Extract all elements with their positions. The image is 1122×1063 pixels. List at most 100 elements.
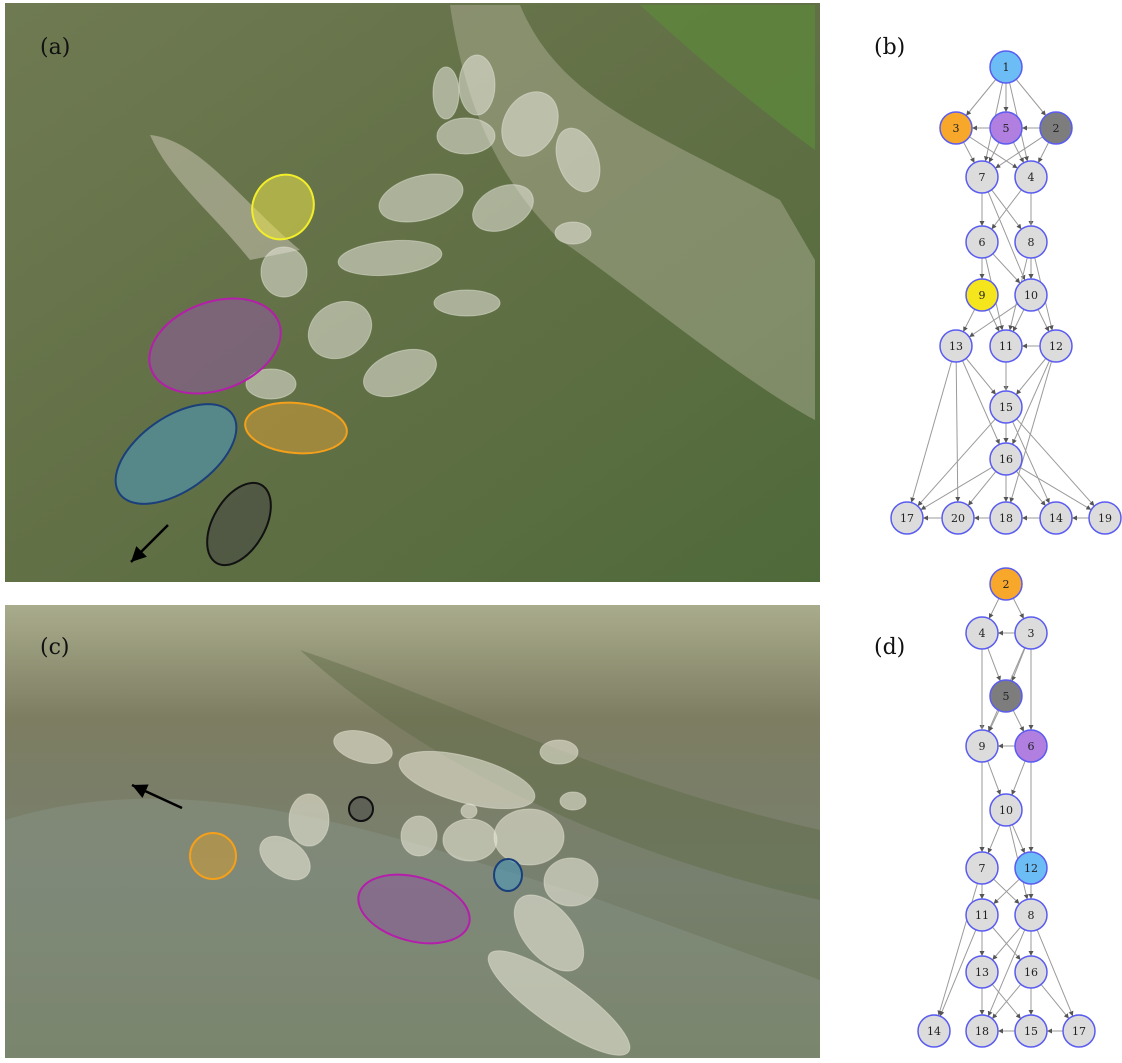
node-label: 14 bbox=[927, 1025, 941, 1038]
node-label: 16 bbox=[1024, 966, 1038, 979]
node bbox=[989, 679, 1023, 713]
node-label: 2 bbox=[1003, 578, 1010, 591]
node-label: 11 bbox=[999, 340, 1013, 353]
node-label: 3 bbox=[1028, 627, 1035, 640]
edge bbox=[995, 136, 1043, 169]
edge bbox=[1011, 760, 1026, 796]
node bbox=[965, 278, 999, 312]
edge bbox=[955, 361, 961, 503]
edge bbox=[968, 303, 1019, 338]
node bbox=[1014, 616, 1048, 650]
edge bbox=[920, 466, 993, 511]
node-label: 2 bbox=[1053, 122, 1060, 135]
node-label: 15 bbox=[1024, 1025, 1038, 1038]
edge bbox=[988, 598, 1000, 619]
node-label: 17 bbox=[1072, 1025, 1086, 1038]
edge bbox=[963, 141, 975, 164]
edge bbox=[1012, 710, 1025, 732]
edge bbox=[1016, 418, 1095, 507]
node bbox=[989, 442, 1023, 476]
node bbox=[965, 160, 999, 194]
node-label: 5 bbox=[1003, 122, 1010, 135]
edge bbox=[987, 824, 1001, 854]
node bbox=[1014, 278, 1048, 312]
edge bbox=[917, 418, 996, 507]
node-label: 5 bbox=[1003, 690, 1010, 703]
node bbox=[965, 729, 999, 763]
node-label: 7 bbox=[979, 862, 986, 875]
node bbox=[989, 50, 1023, 84]
node bbox=[917, 1014, 951, 1048]
node-label: 9 bbox=[979, 289, 986, 302]
edge bbox=[910, 361, 953, 503]
graph-d: 2 4 3 5 9 6 10 7 12 11 8 13 16 14 18 15 17 bbox=[917, 567, 1096, 1048]
edge bbox=[991, 189, 1022, 230]
node bbox=[965, 616, 999, 650]
node bbox=[1014, 729, 1048, 763]
edge bbox=[987, 760, 1001, 796]
edge bbox=[1037, 142, 1050, 163]
node bbox=[1039, 501, 1073, 535]
node-label: 10 bbox=[1024, 289, 1038, 302]
edge bbox=[1019, 466, 1092, 511]
node-label: 13 bbox=[949, 340, 963, 353]
node bbox=[965, 225, 999, 259]
node-label: 14 bbox=[1049, 512, 1063, 525]
edge bbox=[1012, 598, 1025, 619]
node-label: 9 bbox=[979, 740, 986, 753]
node bbox=[989, 390, 1023, 424]
edge bbox=[965, 79, 997, 116]
photo-c bbox=[5, 605, 820, 1058]
edge bbox=[965, 358, 997, 395]
edge bbox=[988, 710, 1000, 732]
edge bbox=[1015, 79, 1047, 116]
edge bbox=[1012, 421, 1050, 504]
panel-label: (c) bbox=[40, 635, 70, 660]
node bbox=[965, 1014, 999, 1048]
node bbox=[941, 501, 975, 535]
node bbox=[989, 567, 1023, 601]
node bbox=[965, 851, 999, 885]
node-label: 13 bbox=[975, 966, 989, 979]
panel-label: (a) bbox=[40, 35, 70, 60]
node bbox=[1062, 1014, 1096, 1048]
node bbox=[1014, 898, 1048, 932]
node-label: 19 bbox=[1098, 512, 1112, 525]
node bbox=[1088, 501, 1122, 535]
edge bbox=[1037, 309, 1050, 332]
edge bbox=[1012, 309, 1025, 332]
edge bbox=[987, 191, 1026, 281]
node-label: 3 bbox=[953, 122, 960, 135]
node-label: 7 bbox=[979, 171, 986, 184]
node-label: 6 bbox=[979, 236, 986, 249]
node bbox=[989, 501, 1023, 535]
node-label: 10 bbox=[999, 804, 1013, 817]
edge bbox=[1011, 824, 1026, 854]
edge bbox=[967, 471, 997, 506]
node-label: 16 bbox=[999, 453, 1013, 466]
node-label: 20 bbox=[951, 512, 965, 525]
edge bbox=[992, 926, 1021, 961]
edge bbox=[992, 253, 1021, 284]
node bbox=[1014, 160, 1048, 194]
node bbox=[1014, 225, 1048, 259]
edge bbox=[987, 929, 1026, 1017]
node bbox=[989, 329, 1023, 363]
node bbox=[1014, 1014, 1048, 1048]
node-label: 4 bbox=[979, 627, 986, 640]
node bbox=[989, 793, 1023, 827]
node-label: 17 bbox=[900, 512, 914, 525]
node bbox=[965, 898, 999, 932]
edge bbox=[993, 878, 1020, 905]
edge bbox=[988, 142, 1000, 163]
edge bbox=[991, 983, 1022, 1020]
edge bbox=[962, 360, 1000, 445]
node-label: 1 bbox=[1003, 61, 1010, 74]
edge bbox=[1012, 360, 1050, 445]
node-label: 12 bbox=[1049, 340, 1063, 353]
node-label: 11 bbox=[975, 909, 989, 922]
edge bbox=[939, 929, 977, 1017]
